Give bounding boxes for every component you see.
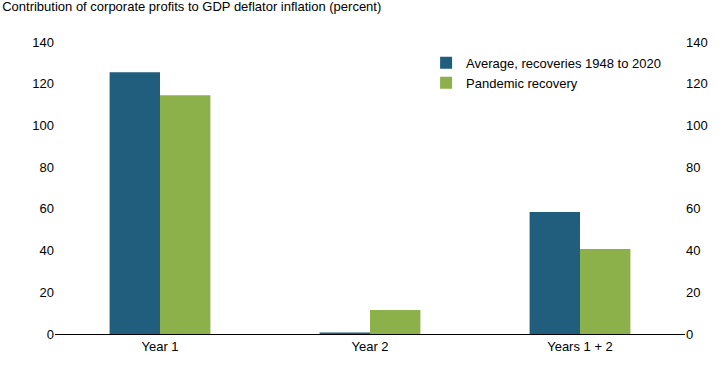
svg-text:0: 0	[47, 327, 54, 342]
svg-text:20: 20	[686, 285, 700, 300]
svg-text:40: 40	[40, 243, 54, 258]
svg-text:120: 120	[686, 76, 708, 91]
svg-text:140: 140	[32, 35, 54, 50]
svg-text:60: 60	[40, 201, 54, 216]
svg-text:Contribution of corporate prof: Contribution of corporate profits to GDP…	[2, 0, 381, 14]
svg-text:Year 1: Year 1	[141, 339, 178, 354]
svg-text:Year 2: Year 2	[351, 339, 388, 354]
svg-text:100: 100	[32, 118, 54, 133]
svg-text:140: 140	[686, 35, 708, 50]
svg-text:20: 20	[40, 285, 54, 300]
svg-text:80: 80	[40, 160, 54, 175]
svg-text:100: 100	[686, 118, 708, 133]
svg-text:40: 40	[686, 243, 700, 258]
svg-text:60: 60	[686, 201, 700, 216]
svg-text:Average, recoveries 1948 to 20: Average, recoveries 1948 to 2020	[466, 56, 661, 71]
svg-text:120: 120	[32, 76, 54, 91]
svg-text:Pandemic recovery: Pandemic recovery	[466, 76, 578, 91]
svg-text:80: 80	[686, 160, 700, 175]
svg-text:0: 0	[686, 327, 693, 342]
svg-text:Years 1 + 2: Years 1 + 2	[547, 339, 613, 354]
